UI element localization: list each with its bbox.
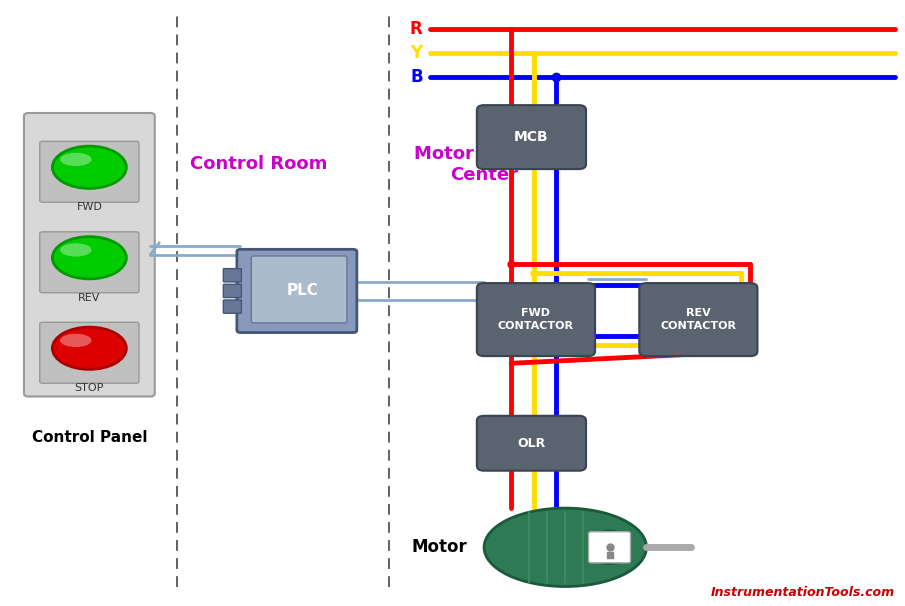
Ellipse shape — [60, 153, 91, 166]
Ellipse shape — [60, 334, 91, 347]
FancyBboxPatch shape — [40, 322, 139, 383]
Ellipse shape — [52, 146, 127, 188]
Text: B: B — [410, 68, 423, 86]
FancyBboxPatch shape — [40, 232, 139, 293]
Text: OLR: OLR — [518, 437, 546, 450]
FancyBboxPatch shape — [477, 283, 595, 356]
Ellipse shape — [60, 243, 91, 256]
FancyBboxPatch shape — [237, 249, 357, 333]
Text: Motor: Motor — [412, 538, 467, 556]
FancyBboxPatch shape — [24, 113, 155, 396]
FancyBboxPatch shape — [639, 283, 757, 356]
Text: REV
CONTACTOR: REV CONTACTOR — [661, 308, 737, 331]
FancyBboxPatch shape — [477, 416, 586, 471]
FancyBboxPatch shape — [224, 268, 242, 282]
Text: PLC: PLC — [286, 284, 319, 298]
FancyBboxPatch shape — [588, 532, 631, 563]
Text: InstrumentationTools.com: InstrumentationTools.com — [710, 585, 894, 599]
Text: Control Panel: Control Panel — [32, 430, 148, 445]
Ellipse shape — [52, 237, 127, 279]
Ellipse shape — [52, 327, 127, 369]
Text: Motor Control
Center: Motor Control Center — [414, 145, 554, 184]
Text: REV: REV — [78, 293, 100, 303]
FancyBboxPatch shape — [224, 300, 242, 313]
Text: FWD
CONTACTOR: FWD CONTACTOR — [498, 308, 574, 331]
Ellipse shape — [590, 531, 630, 564]
FancyBboxPatch shape — [40, 141, 139, 202]
Text: Control Room: Control Room — [190, 155, 328, 173]
Text: Field: Field — [67, 155, 117, 173]
Text: R: R — [410, 19, 423, 38]
FancyBboxPatch shape — [252, 256, 347, 323]
FancyBboxPatch shape — [224, 284, 242, 298]
Text: FWD: FWD — [76, 202, 102, 212]
Ellipse shape — [484, 508, 646, 587]
Text: STOP: STOP — [75, 383, 104, 393]
Text: MCB: MCB — [514, 130, 548, 144]
FancyBboxPatch shape — [477, 105, 586, 169]
Text: Y: Y — [411, 44, 423, 62]
